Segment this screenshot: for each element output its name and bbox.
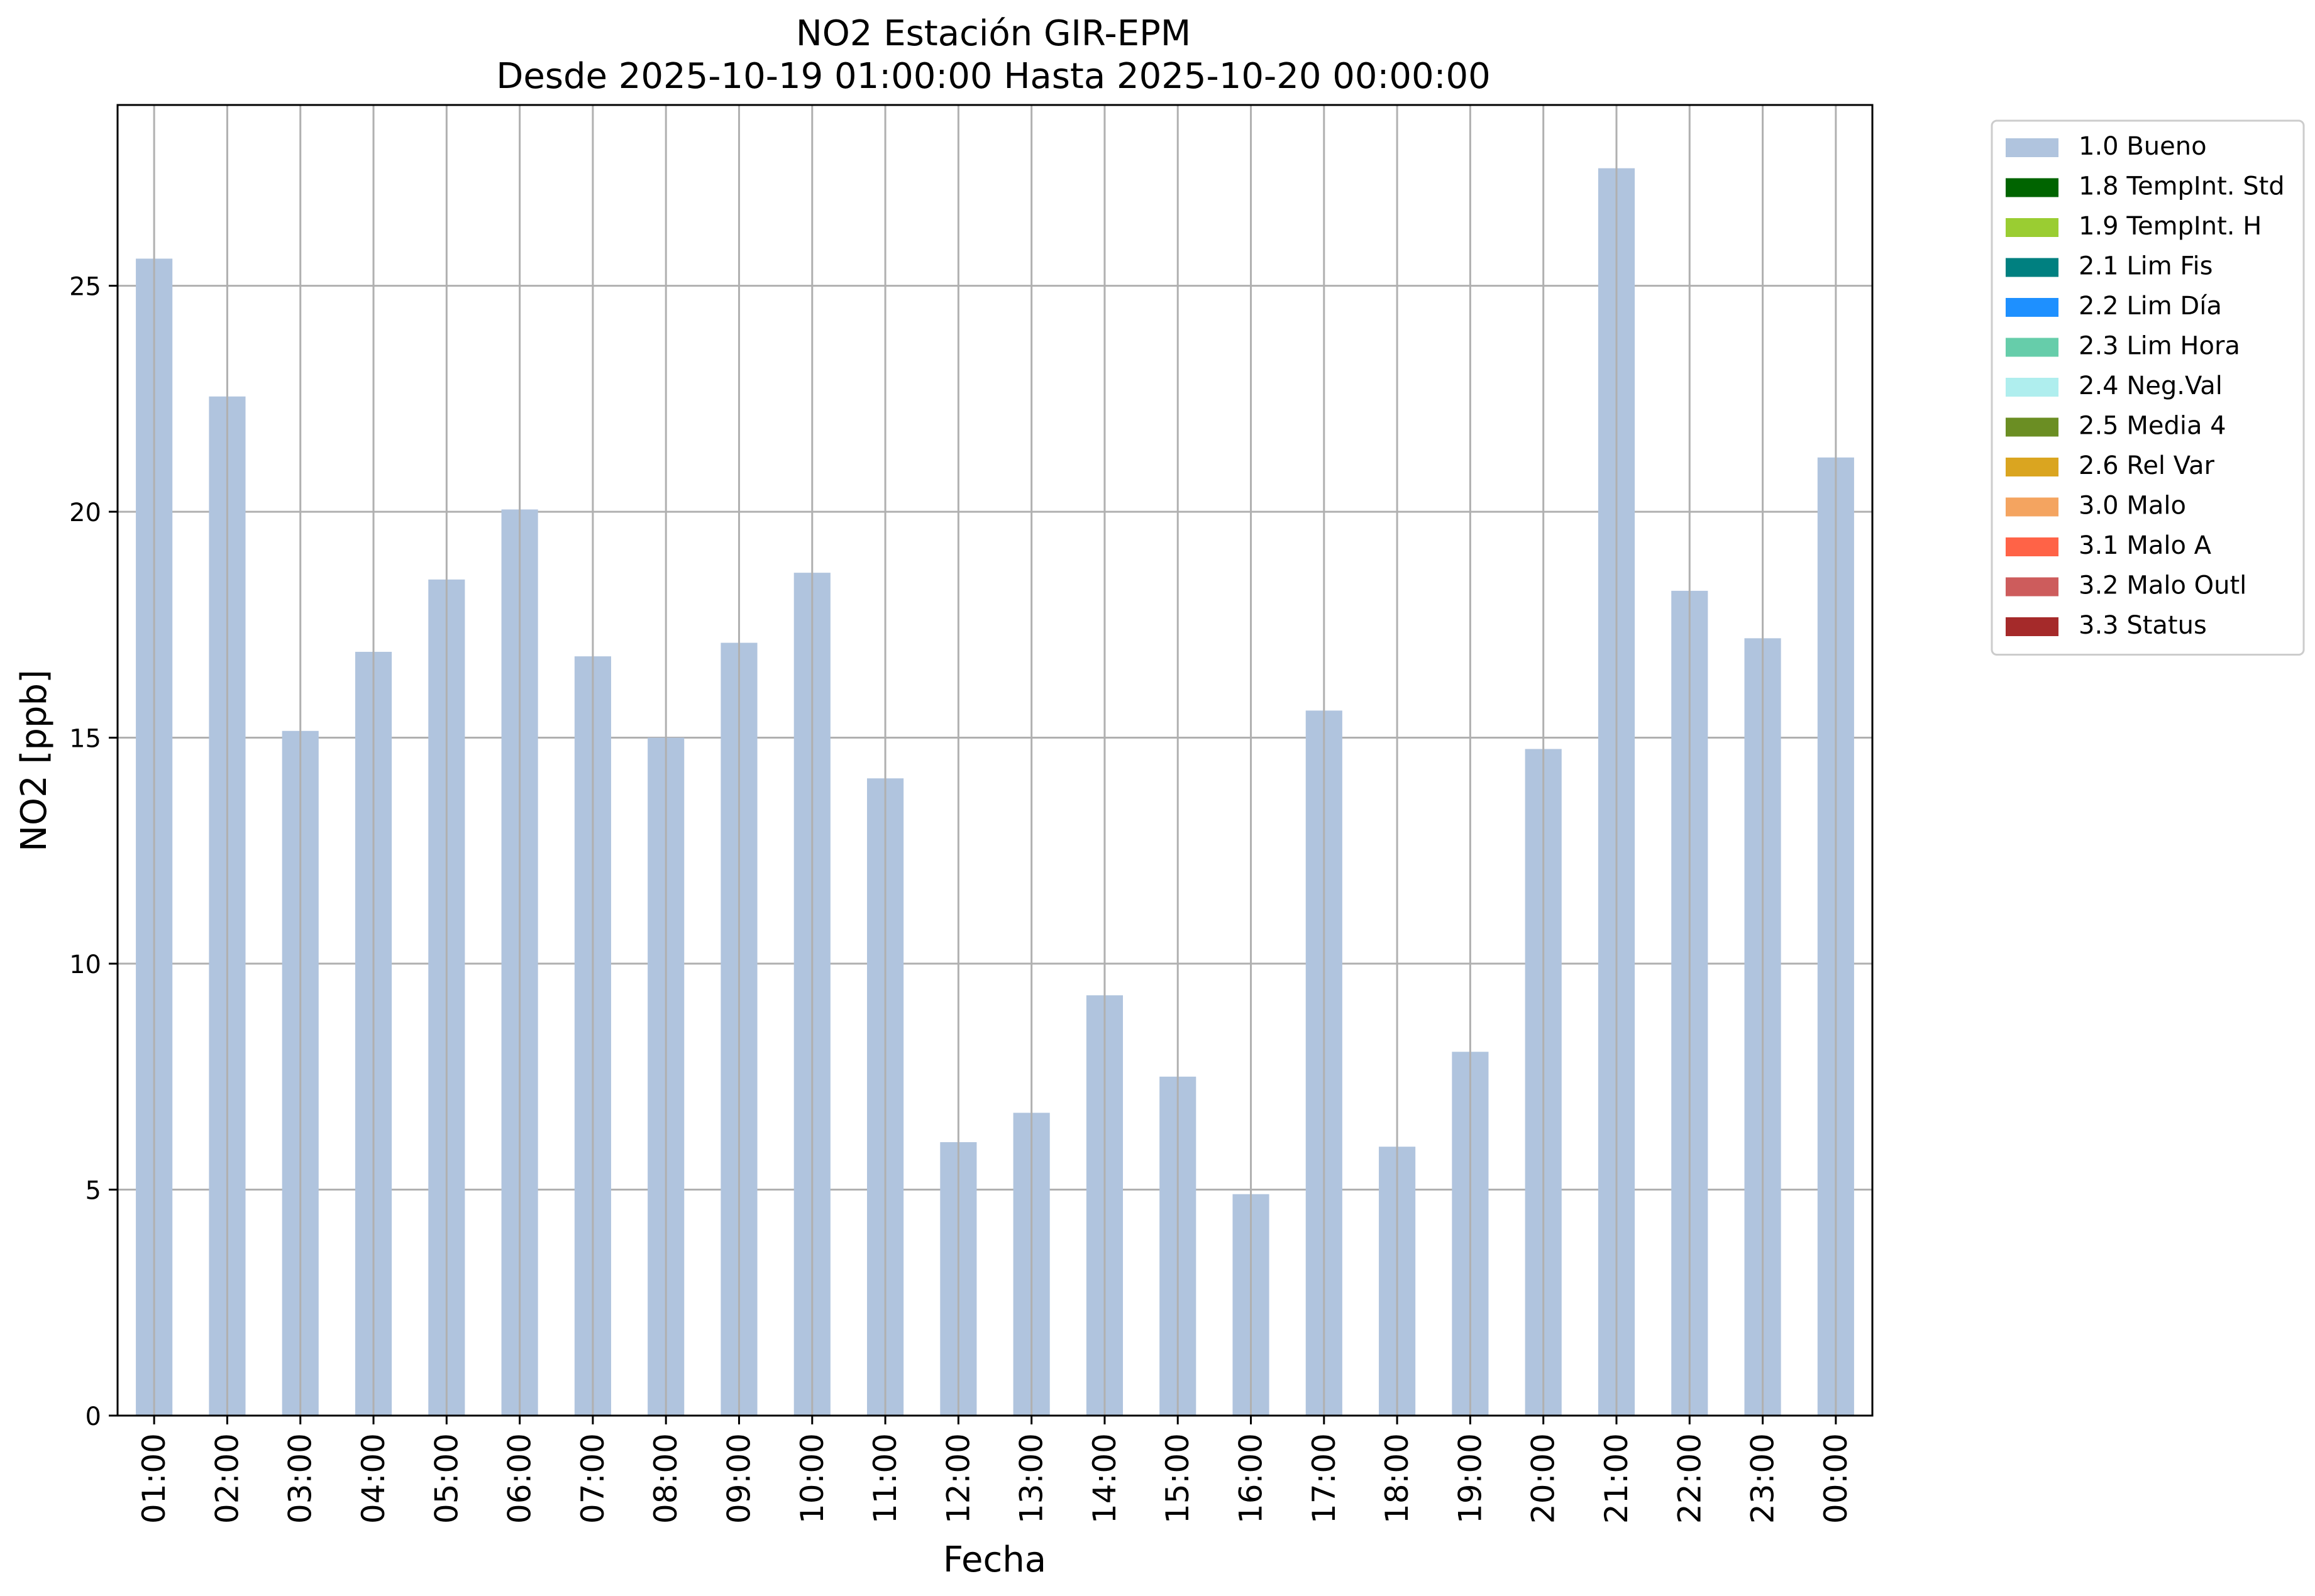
x-tick-label: 00:00 <box>1818 1433 1854 1524</box>
chart-title: NO2 Estación GIR-EPM <box>796 13 1191 54</box>
legend-swatch <box>2006 497 2058 517</box>
legend-frame <box>1991 119 2305 656</box>
legend-label: 1.0 Bueno <box>2079 132 2207 161</box>
legend-swatch <box>2006 458 2058 476</box>
x-tick-label: 03:00 <box>282 1433 319 1524</box>
y-tick-label: 5 <box>86 1177 101 1206</box>
vgrid-layer <box>153 105 1837 1416</box>
legend-swatch <box>2006 138 2058 157</box>
legend-swatch <box>2006 338 2058 357</box>
x-tick-label: 15:00 <box>1159 1433 1196 1524</box>
x-tick-label: 21:00 <box>1598 1433 1635 1524</box>
legend-swatch <box>2006 218 2058 237</box>
legend-swatch <box>2006 617 2058 636</box>
legend-label: 3.0 Malo <box>2079 492 2186 520</box>
x-tick-label: 13:00 <box>1014 1433 1050 1524</box>
legend-label: 3.3 Status <box>2079 611 2207 640</box>
legend-label: 3.1 Malo A <box>2079 531 2212 560</box>
legend-label: 2.3 Lim Hora <box>2079 332 2240 361</box>
y-axis: 0 5 10 15 20 25 <box>69 273 118 1431</box>
legend-label: 2.4 Neg.Val <box>2079 371 2223 400</box>
legend-label: 1.9 TempInt. H <box>2079 212 2262 241</box>
x-tick-label: 04:00 <box>355 1433 392 1524</box>
legend-label: 3.2 Malo Outl <box>2079 571 2246 600</box>
legend-swatch <box>2006 577 2058 597</box>
x-tick-label: 23:00 <box>1745 1433 1781 1524</box>
x-tick-label: 17:00 <box>1306 1433 1342 1524</box>
y-tick-label: 25 <box>69 273 101 302</box>
legend-label: 2.1 Lim Fis <box>2079 252 2213 281</box>
plot-frame <box>116 104 1874 1417</box>
x-axis: 01:00 02:00 03:00 04:00 05:00 06:00 07:00 08:00… <box>136 1416 1854 1524</box>
legend: 1.0 Bueno 1.8 TempInt. Std 1.9 TempInt. H 2… <box>1991 119 2305 656</box>
legend-label: 2.5 Media 4 <box>2079 412 2226 441</box>
legend-swatch <box>2006 378 2058 397</box>
x-tick-label: 20:00 <box>1525 1433 1562 1524</box>
legend-swatch <box>2006 537 2058 556</box>
x-tick-label: 02:00 <box>209 1433 245 1524</box>
legend-swatch <box>2006 178 2058 197</box>
legend-swatch <box>2006 417 2058 437</box>
x-tick-label: 10:00 <box>794 1433 831 1524</box>
x-tick-label: 09:00 <box>721 1433 757 1524</box>
chart-subtitle: Desde 2025-10-19 01:00:00 Hasta 2025-10-… <box>496 56 1491 97</box>
legend-label: 1.8 TempInt. Std <box>2079 172 2285 201</box>
x-tick-label: 18:00 <box>1379 1433 1415 1524</box>
y-tick-label: 15 <box>69 725 101 754</box>
legend-swatch <box>2006 258 2058 277</box>
x-tick-label: 16:00 <box>1233 1433 1269 1524</box>
x-tick-label: 07:00 <box>575 1433 611 1524</box>
legend-label: 2.6 Rel Var <box>2079 451 2215 480</box>
y-tick-label: 20 <box>69 498 101 527</box>
x-tick-label: 14:00 <box>1086 1433 1123 1524</box>
x-tick-label: 05:00 <box>428 1433 465 1524</box>
bars-layer <box>136 168 1854 1416</box>
legend-swatch <box>2006 298 2058 317</box>
x-axis-label: Fecha <box>943 1539 1046 1580</box>
x-tick-label: 11:00 <box>867 1433 903 1524</box>
legend-label: 2.2 Lim Día <box>2079 292 2222 321</box>
x-tick-label: 01:00 <box>136 1433 172 1524</box>
y-tick-label: 0 <box>86 1402 101 1431</box>
x-tick-label: 06:00 <box>502 1433 538 1524</box>
x-tick-label: 12:00 <box>940 1433 976 1524</box>
y-axis-label: NO2 [ppb] <box>14 669 55 852</box>
x-tick-label: 19:00 <box>1452 1433 1488 1524</box>
x-tick-label: 08:00 <box>648 1433 684 1524</box>
y-tick-label: 10 <box>69 950 101 979</box>
x-tick-label: 22:00 <box>1671 1433 1708 1524</box>
